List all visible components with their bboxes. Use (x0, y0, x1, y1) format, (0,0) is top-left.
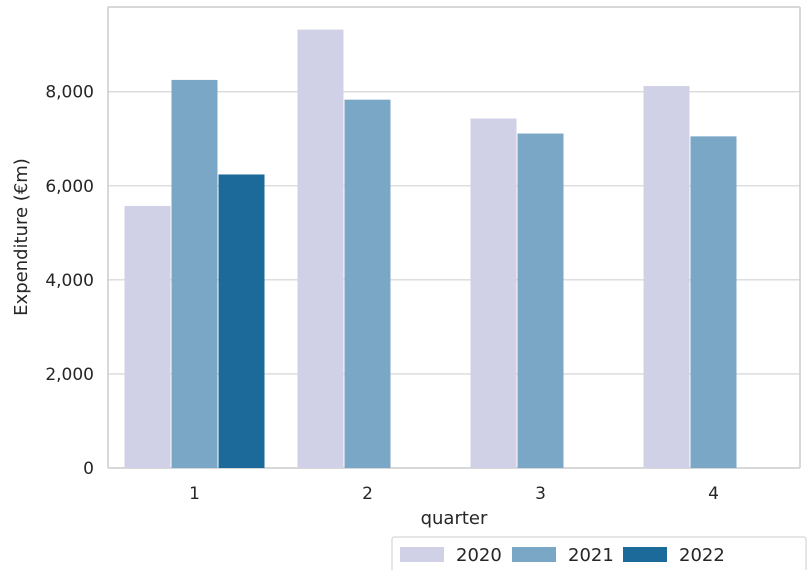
x-tick-label: 1 (189, 484, 200, 504)
legend-label-2021: 2021 (568, 545, 614, 566)
x-tick-label: 2 (362, 484, 373, 504)
legend-swatch-2020 (400, 547, 444, 562)
x-tick-labels: 1 2 3 4 (189, 484, 719, 504)
y-tick-label: 4,000 (45, 271, 94, 291)
bar-2022-q1 (218, 174, 265, 468)
legend-swatch-2022 (623, 547, 667, 562)
bar-2020-q4 (643, 86, 690, 469)
x-tick-label: 4 (708, 484, 719, 504)
y-tick-label: 0 (83, 459, 94, 479)
y-tick-label: 2,000 (45, 365, 94, 385)
y-axis-label: Expenditure (€m) (11, 158, 32, 316)
bar-2020-q3 (470, 118, 517, 469)
bar-2021-q3 (517, 133, 564, 468)
y-tick-label: 6,000 (45, 177, 94, 197)
legend-label-2020: 2020 (456, 545, 502, 566)
bar-2021-q2 (344, 99, 391, 468)
bar-2021-q4 (690, 136, 737, 468)
legend-label-2022: 2022 (679, 545, 725, 566)
bar-2020-q2 (297, 29, 344, 469)
bar-2021-q1 (171, 79, 218, 468)
bars (124, 29, 737, 469)
legend-swatch-2021 (512, 547, 556, 562)
x-axis-label: quarter (421, 508, 488, 529)
y-tick-labels: 0 2,000 4,000 6,000 8,000 (45, 83, 94, 479)
legend: 2020 2021 2022 (391, 536, 807, 570)
bar-2020-q1 (124, 205, 171, 468)
legend-box (391, 536, 807, 570)
x-tick-label: 3 (535, 484, 546, 504)
y-tick-label: 8,000 (45, 83, 94, 103)
